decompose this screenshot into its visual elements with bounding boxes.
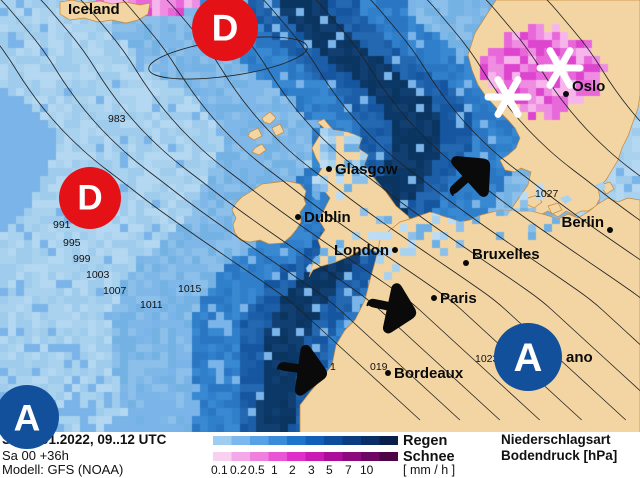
svg-text:A: A bbox=[14, 398, 41, 439]
